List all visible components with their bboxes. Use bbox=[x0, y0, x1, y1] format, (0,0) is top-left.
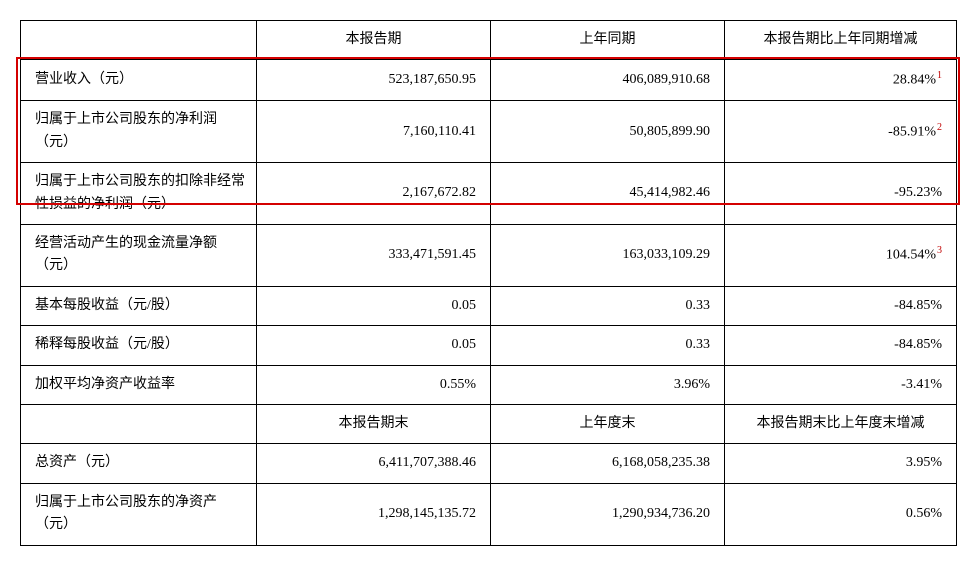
value-change: -85.91%2 bbox=[725, 101, 957, 163]
value-prior: 1,290,934,736.20 bbox=[491, 483, 725, 545]
row-label: 总资产（元） bbox=[21, 444, 257, 483]
table-header-row: 本报告期上年同期本报告期比上年同期增减 bbox=[21, 21, 957, 60]
value-current: 0.55% bbox=[257, 365, 491, 404]
table-row: 营业收入（元）523,187,650.95406,089,910.6828.84… bbox=[21, 60, 957, 101]
value-current: 2,167,672.82 bbox=[257, 163, 491, 225]
row-label: 加权平均净资产收益率 bbox=[21, 365, 257, 404]
value-prior: 45,414,982.46 bbox=[491, 163, 725, 225]
table-header-cell: 上年同期 bbox=[491, 21, 725, 60]
value-prior: 0.33 bbox=[491, 286, 725, 325]
row-label: 归属于上市公司股东的净利润（元） bbox=[21, 101, 257, 163]
value-current: 0.05 bbox=[257, 286, 491, 325]
table-row: 归属于上市公司股东的扣除非经常性损益的净利润（元）2,167,672.8245,… bbox=[21, 163, 957, 225]
financial-table: 本报告期上年同期本报告期比上年同期增减营业收入（元）523,187,650.95… bbox=[20, 20, 957, 546]
value-current: 1,298,145,135.72 bbox=[257, 483, 491, 545]
value-change: -84.85% bbox=[725, 326, 957, 365]
value-prior: 0.33 bbox=[491, 326, 725, 365]
table-header-cell bbox=[21, 404, 257, 443]
table-row: 总资产（元）6,411,707,388.466,168,058,235.383.… bbox=[21, 444, 957, 483]
row-label: 归属于上市公司股东的扣除非经常性损益的净利润（元） bbox=[21, 163, 257, 225]
value-prior: 163,033,109.29 bbox=[491, 225, 725, 287]
table-row: 归属于上市公司股东的净资产（元）1,298,145,135.721,290,93… bbox=[21, 483, 957, 545]
footnote-marker: 2 bbox=[937, 122, 942, 133]
row-label: 营业收入（元） bbox=[21, 60, 257, 101]
value-prior: 3.96% bbox=[491, 365, 725, 404]
value-current: 7,160,110.41 bbox=[257, 101, 491, 163]
value-change: 3.95% bbox=[725, 444, 957, 483]
value-prior: 406,089,910.68 bbox=[491, 60, 725, 101]
value-change: -95.23% bbox=[725, 163, 957, 225]
row-label: 基本每股收益（元/股） bbox=[21, 286, 257, 325]
value-current: 0.05 bbox=[257, 326, 491, 365]
table-row: 稀释每股收益（元/股）0.050.33-84.85% bbox=[21, 326, 957, 365]
table-header-cell: 上年度末 bbox=[491, 404, 725, 443]
value-prior: 6,168,058,235.38 bbox=[491, 444, 725, 483]
value-change: 0.56% bbox=[725, 483, 957, 545]
table-header-cell: 本报告期末比上年度末增减 bbox=[725, 404, 957, 443]
footnote-marker: 1 bbox=[937, 70, 942, 81]
table-header-cell: 本报告期 bbox=[257, 21, 491, 60]
table-header-cell bbox=[21, 21, 257, 60]
table-row: 基本每股收益（元/股）0.050.33-84.85% bbox=[21, 286, 957, 325]
value-prior: 50,805,899.90 bbox=[491, 101, 725, 163]
footnote-marker: 3 bbox=[937, 245, 942, 256]
row-label: 稀释每股收益（元/股） bbox=[21, 326, 257, 365]
value-current: 6,411,707,388.46 bbox=[257, 444, 491, 483]
table-header-cell: 本报告期末 bbox=[257, 404, 491, 443]
value-current: 523,187,650.95 bbox=[257, 60, 491, 101]
table-row: 加权平均净资产收益率0.55%3.96%-3.41% bbox=[21, 365, 957, 404]
table-row: 归属于上市公司股东的净利润（元）7,160,110.4150,805,899.9… bbox=[21, 101, 957, 163]
value-change: 28.84%1 bbox=[725, 60, 957, 101]
value-current: 333,471,591.45 bbox=[257, 225, 491, 287]
value-change: -84.85% bbox=[725, 286, 957, 325]
financial-table-container: 本报告期上年同期本报告期比上年同期增减营业收入（元）523,187,650.95… bbox=[20, 20, 956, 546]
table-header-row: 本报告期末上年度末本报告期末比上年度末增减 bbox=[21, 404, 957, 443]
value-change: 104.54%3 bbox=[725, 225, 957, 287]
table-header-cell: 本报告期比上年同期增减 bbox=[725, 21, 957, 60]
row-label: 归属于上市公司股东的净资产（元） bbox=[21, 483, 257, 545]
row-label: 经营活动产生的现金流量净额（元） bbox=[21, 225, 257, 287]
value-change: -3.41% bbox=[725, 365, 957, 404]
table-row: 经营活动产生的现金流量净额（元）333,471,591.45163,033,10… bbox=[21, 225, 957, 287]
